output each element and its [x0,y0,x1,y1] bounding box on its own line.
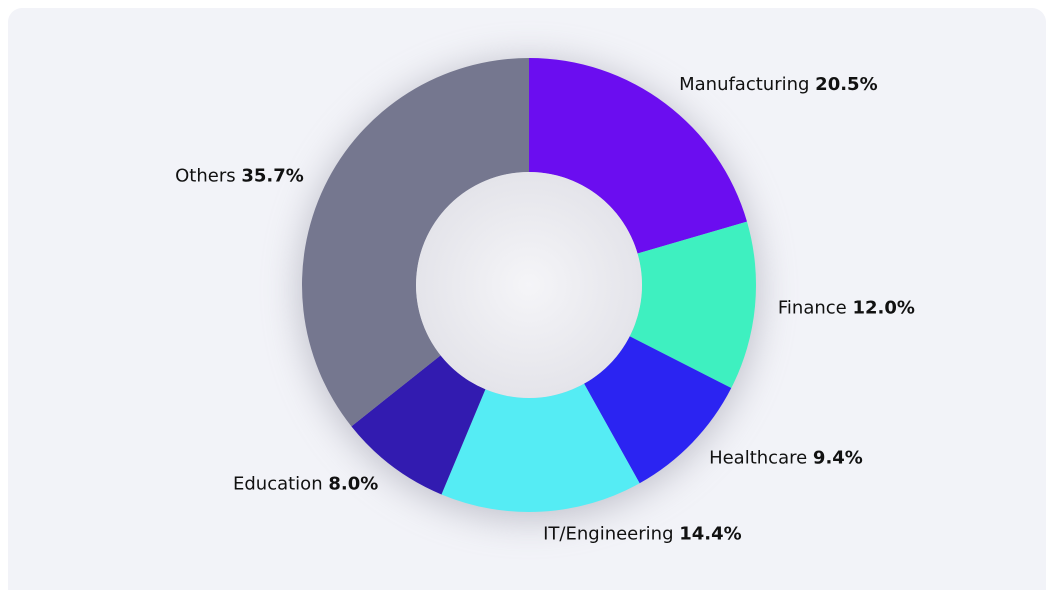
category-name: Manufacturing [679,74,809,95]
slice-label: Healthcare 9.4% [709,447,863,468]
slice [529,58,747,254]
category-name: Finance [778,298,847,319]
slice-label: Manufacturing 20.5% [679,74,878,95]
category-name: Education [233,473,323,494]
slice [351,355,486,495]
value-label: 12.0% [852,298,914,319]
value-label: 14.4% [679,524,741,545]
value-label: 35.7% [241,165,303,186]
value-label: 8.0% [328,473,378,494]
slice-label: IT/Engineering 14.4% [543,524,742,545]
donut-hole [416,172,642,398]
labels: Manufacturing 20.5% Finance 12.0% Healthca… [175,74,915,545]
slice-label: Others 35.7% [175,165,304,186]
category-name: Healthcare [709,447,807,468]
slice [441,383,640,512]
slice-label: Education 8.0% [233,473,378,494]
slice [302,58,529,427]
donut [302,58,757,512]
slice [629,221,757,389]
value-label: 20.5% [815,74,877,95]
category-name: IT/Engineering [543,524,673,545]
slice [584,336,732,484]
slice-label: Finance 12.0% [778,298,915,319]
value-label: 9.4% [813,447,863,468]
category-name: Others [175,165,236,186]
